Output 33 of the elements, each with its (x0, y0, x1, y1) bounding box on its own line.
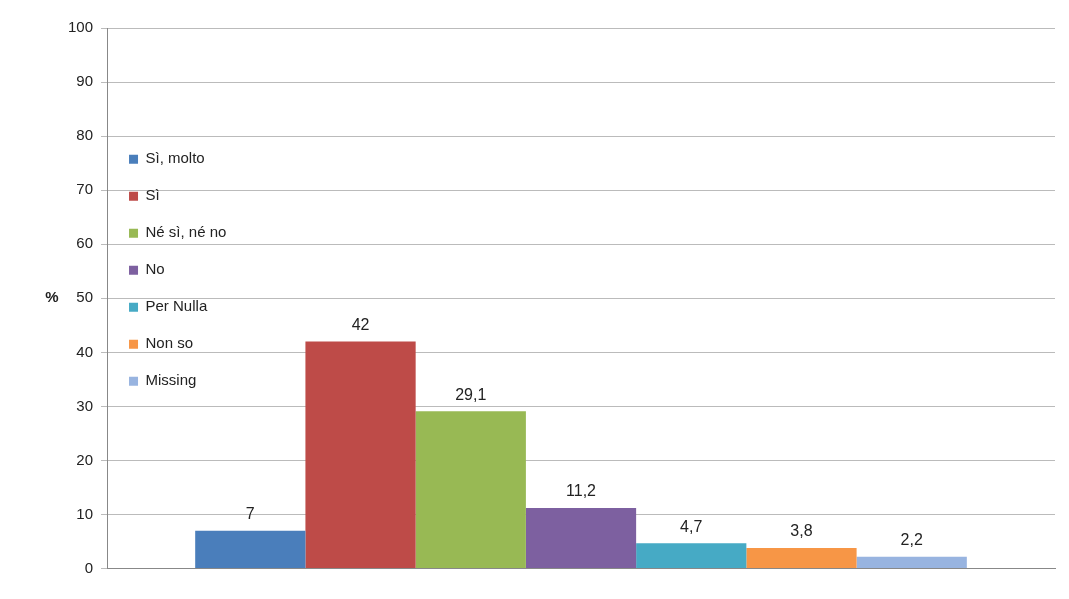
legend-label: Né sì, né no (145, 223, 227, 241)
y-tick-label: 60 (76, 234, 94, 252)
data-label: 11,2 (566, 482, 597, 500)
data-label: 4,7 (680, 517, 703, 535)
legend-label: Missing (145, 371, 197, 389)
y-tick-label: 100 (68, 18, 94, 36)
bar (636, 543, 747, 569)
y-tick-label: 20 (76, 450, 94, 468)
data-label: 29,1 (455, 385, 487, 403)
y-tick-label: 10 (76, 504, 94, 522)
y-tick-label: 90 (76, 72, 94, 90)
data-label: 7 (245, 505, 255, 523)
y-tick-label: 30 (76, 396, 94, 414)
y-tick-label: 80 (76, 126, 94, 144)
data-label: 3,8 (790, 522, 813, 540)
y-tick-label: 70 (76, 180, 94, 198)
y-tick-label: 50 (76, 288, 94, 306)
legend-label: Sì, molto (145, 149, 205, 167)
data-label: 42 (351, 315, 370, 333)
bar (195, 530, 306, 569)
y-tick-label: 40 (76, 342, 94, 360)
legend-label: Per Nulla (145, 297, 208, 315)
data-label: 2,2 (900, 531, 923, 549)
y-tick-label: 0 (84, 558, 94, 576)
legend-label: Non so (145, 334, 194, 352)
legend-label: Sì (145, 186, 160, 204)
bar (305, 341, 416, 569)
bar (415, 411, 526, 569)
y-axis-title: % (45, 288, 59, 306)
bar (856, 556, 967, 569)
bar (525, 508, 637, 569)
legend-label: No (145, 260, 165, 278)
bar (746, 548, 857, 569)
